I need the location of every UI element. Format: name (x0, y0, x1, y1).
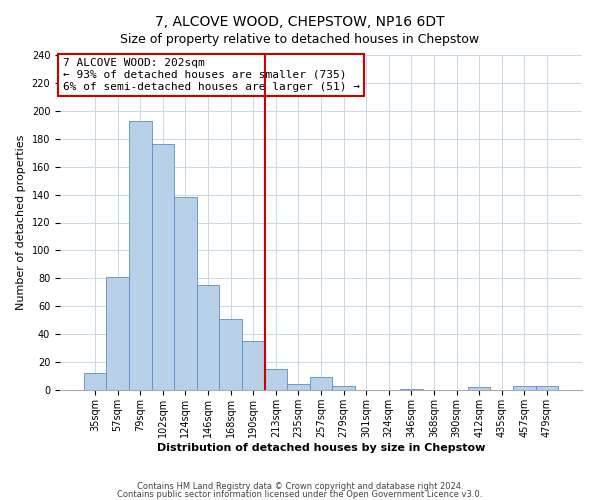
Bar (287, 384, 310, 390)
Text: 7 ALCOVE WOOD: 202sqm
← 93% of detached houses are smaller (735)
6% of semi-deta: 7 ALCOVE WOOD: 202sqm ← 93% of detached … (62, 58, 359, 92)
Bar (197, 286, 220, 390)
Bar (220, 319, 242, 390)
Bar (332, 386, 355, 390)
Bar (84, 373, 106, 390)
Bar (310, 378, 332, 390)
X-axis label: Distribution of detached houses by size in Chepstow: Distribution of detached houses by size … (157, 442, 485, 452)
Text: Contains HM Land Registry data © Crown copyright and database right 2024.: Contains HM Land Registry data © Crown c… (137, 482, 463, 491)
Bar (129, 120, 152, 390)
Text: Contains public sector information licensed under the Open Government Licence v3: Contains public sector information licen… (118, 490, 482, 499)
Y-axis label: Number of detached properties: Number of detached properties (16, 135, 26, 310)
Bar (400, 388, 422, 390)
Bar (536, 386, 558, 390)
Bar (242, 341, 265, 390)
Bar (152, 144, 174, 390)
Bar (174, 198, 197, 390)
Bar (106, 277, 129, 390)
Bar (468, 387, 490, 390)
Text: Size of property relative to detached houses in Chepstow: Size of property relative to detached ho… (121, 32, 479, 46)
Bar (265, 369, 287, 390)
Bar (513, 386, 536, 390)
Text: 7, ALCOVE WOOD, CHEPSTOW, NP16 6DT: 7, ALCOVE WOOD, CHEPSTOW, NP16 6DT (155, 15, 445, 29)
